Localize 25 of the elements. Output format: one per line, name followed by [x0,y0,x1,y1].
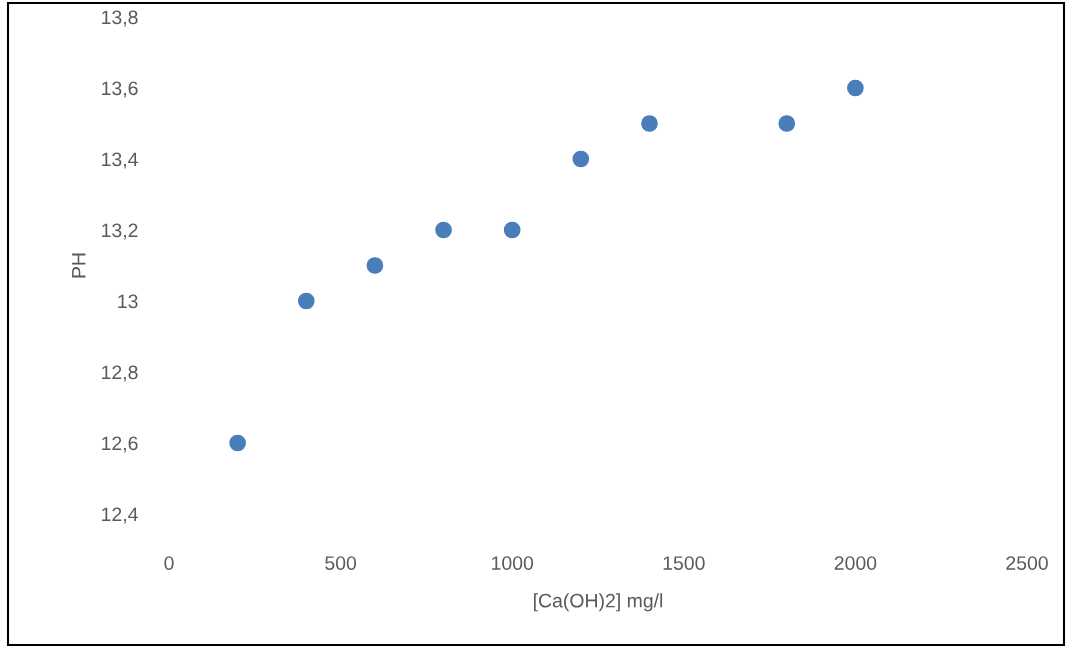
point [229,434,246,452]
y-tick-label: 13,8 [102,10,138,27]
y-tick-label: 13,4 [102,152,138,169]
point [572,150,590,168]
y-tick-label: 13,2 [102,223,138,240]
x-axis-title: [Ca(OH)2] mg/l [534,593,663,612]
point [641,115,658,132]
y-axis-title: PH [72,253,86,278]
x-tick-label: 1000 [492,556,534,570]
y-tick-label: 12,4 [102,507,138,524]
x-tick-label: 1500 [663,556,705,570]
y-tick-label: 13 [118,294,138,309]
point [435,221,452,239]
point [778,115,796,132]
x-tick-label: 0 [164,556,174,570]
point [847,79,864,97]
x-tick-label: 2000 [834,556,877,570]
x-tick-label: 500 [325,556,357,570]
x-tick-label: 2500 [1006,556,1048,570]
point [503,221,521,239]
y-tick-label: 12,8 [102,365,138,382]
point [297,292,315,310]
y-tick-label: 12,6 [102,436,138,453]
point [366,257,384,274]
y-tick-label: 13,6 [102,81,138,98]
